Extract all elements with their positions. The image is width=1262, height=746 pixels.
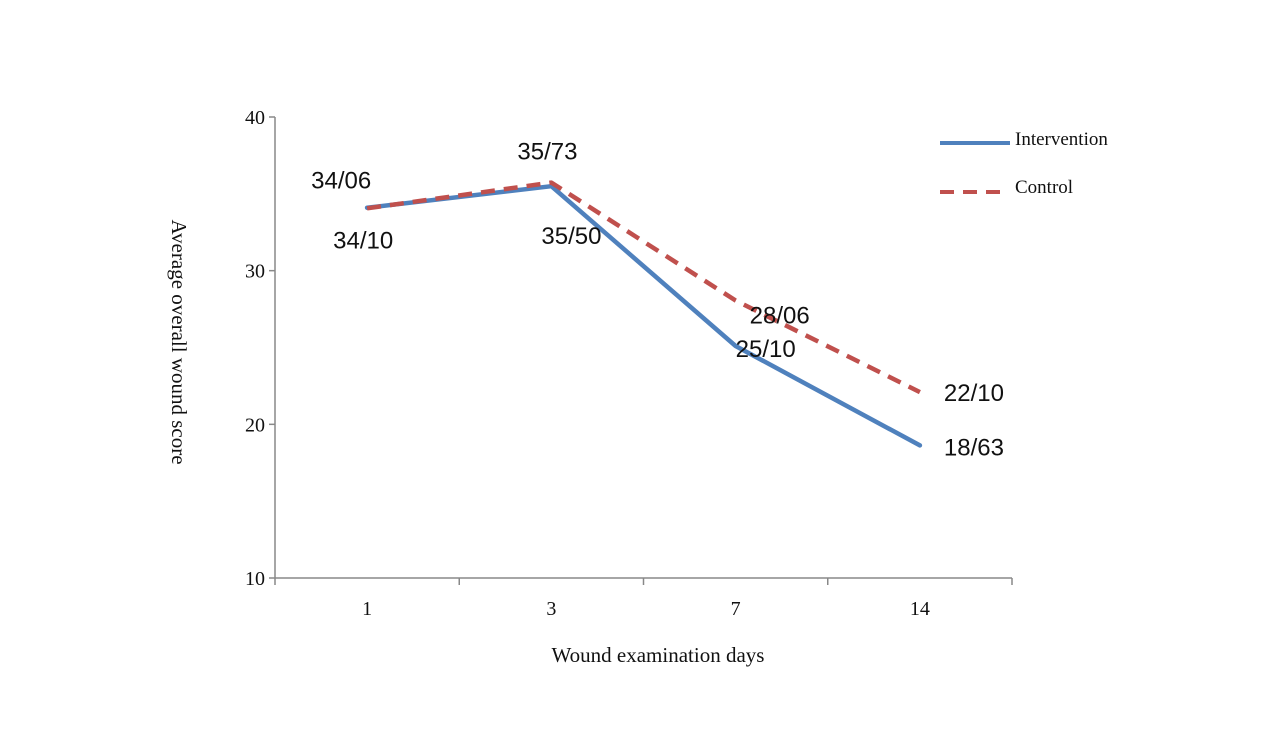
x-tick-label: 3 — [546, 598, 556, 620]
y-tick-label: 20 — [245, 414, 265, 436]
y-tick-label: 10 — [245, 568, 265, 590]
x-axis-title: Wound examination days — [552, 643, 765, 667]
data-label-control: 35/73 — [517, 139, 577, 166]
data-label-control: 28/06 — [750, 302, 810, 329]
data-label-control: 34/06 — [311, 167, 371, 194]
series — [364, 180, 923, 448]
axes — [274, 117, 1012, 579]
legend-label-intervention: Intervention — [1015, 129, 1108, 150]
data-label-intervention: 18/63 — [944, 434, 1004, 461]
x-tick-label: 7 — [731, 598, 741, 620]
data-label-intervention: 35/50 — [541, 223, 601, 250]
y-tick-label: 40 — [245, 107, 265, 129]
x-ticks: 1 3 7 14 — [274, 578, 1013, 620]
data-label-control: 22/10 — [944, 380, 1004, 407]
x-tick-label: 1 — [362, 598, 372, 620]
series-line-intervention — [364, 183, 923, 448]
legend-label-control: Control — [1015, 177, 1073, 198]
data-labels: 34/10 35/50 25/10 18/63 34/06 35/73 28/06 22/10 — [311, 139, 1004, 462]
data-label-intervention: 25/10 — [736, 336, 796, 363]
series-line-control — [366, 180, 921, 395]
x-tick-label: 14 — [910, 598, 930, 620]
data-label-intervention: 34/10 — [333, 228, 393, 255]
legend: Intervention Control — [940, 129, 1108, 198]
y-tick-label: 30 — [245, 261, 265, 283]
y-ticks: 10 20 30 40 — [245, 107, 275, 590]
y-axis-title: Average overall wound score — [167, 219, 191, 464]
